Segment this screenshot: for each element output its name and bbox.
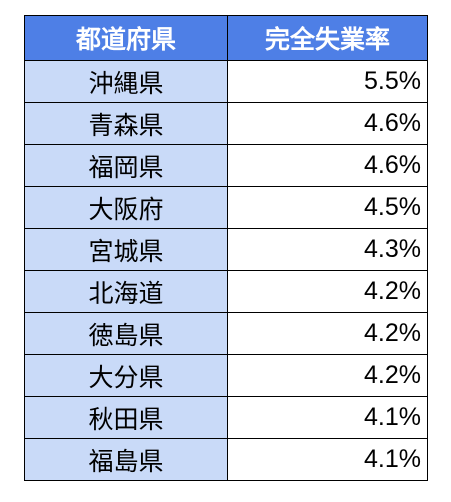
prefecture-cell: 大阪府 [24, 186, 228, 229]
table-header-row: 都道府県 完全失業率 [24, 15, 428, 61]
unemployment-table-container: 都道府県 完全失業率 沖縄県 5.5% 青森県 4.6% 福岡県 4.6% 大阪… [24, 15, 428, 481]
header-prefecture: 都道府県 [24, 15, 228, 61]
rate-cell: 4.1% [227, 438, 428, 481]
rate-cell: 4.1% [227, 396, 428, 439]
header-unemployment-rate: 完全失業率 [227, 15, 428, 61]
table-row: 大分県 4.2% [24, 354, 428, 397]
prefecture-cell: 大分県 [24, 354, 228, 397]
prefecture-cell: 北海道 [24, 270, 228, 313]
prefecture-cell: 福岡県 [24, 144, 228, 187]
prefecture-cell: 福島県 [24, 438, 228, 481]
table-row: 青森県 4.6% [24, 102, 428, 145]
table-row: 徳島県 4.2% [24, 312, 428, 355]
rate-cell: 4.6% [227, 144, 428, 187]
rate-cell: 4.2% [227, 354, 428, 397]
rate-cell: 4.3% [227, 228, 428, 271]
rate-cell: 4.2% [227, 270, 428, 313]
rate-cell: 4.5% [227, 186, 428, 229]
table-row: 福島県 4.1% [24, 438, 428, 481]
table-row: 福岡県 4.6% [24, 144, 428, 187]
table-row: 大阪府 4.5% [24, 186, 428, 229]
prefecture-cell: 秋田県 [24, 396, 228, 439]
prefecture-cell: 沖縄県 [24, 60, 228, 103]
table-row: 秋田県 4.1% [24, 396, 428, 439]
prefecture-cell: 宮城県 [24, 228, 228, 271]
table-row: 沖縄県 5.5% [24, 60, 428, 103]
rate-cell: 4.6% [227, 102, 428, 145]
prefecture-cell: 徳島県 [24, 312, 228, 355]
table-row: 北海道 4.2% [24, 270, 428, 313]
table-row: 宮城県 4.3% [24, 228, 428, 271]
rate-cell: 5.5% [227, 60, 428, 103]
rate-cell: 4.2% [227, 312, 428, 355]
unemployment-rate-table: 都道府県 完全失業率 沖縄県 5.5% 青森県 4.6% 福岡県 4.6% 大阪… [24, 15, 428, 481]
prefecture-cell: 青森県 [24, 102, 228, 145]
